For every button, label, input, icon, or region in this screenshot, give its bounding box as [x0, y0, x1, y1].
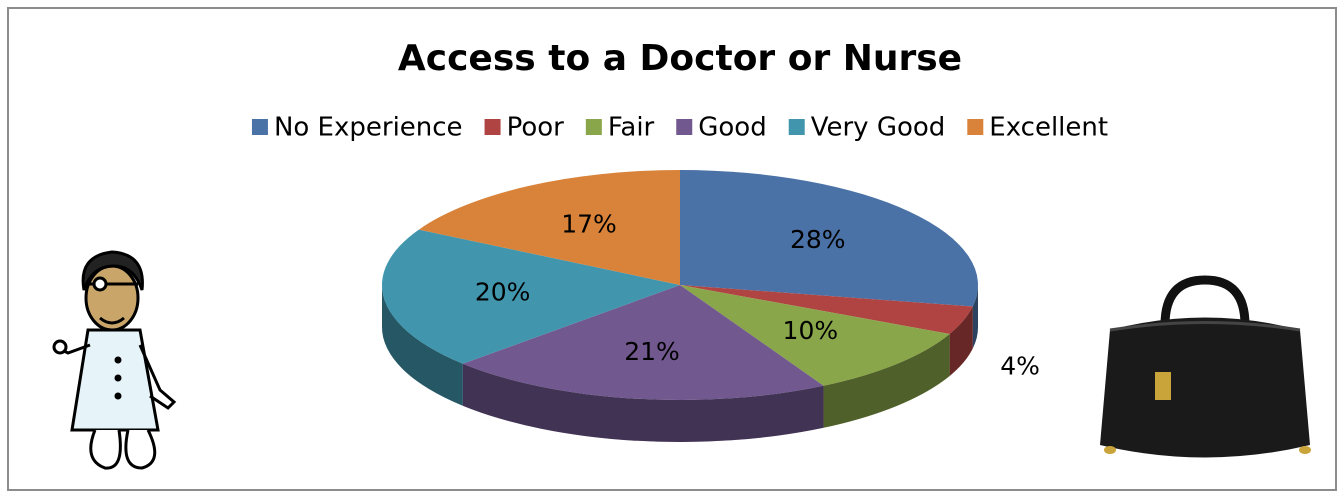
- slice: [680, 170, 978, 307]
- legend-label: Very Good: [811, 113, 946, 143]
- slice-side: [462, 363, 824, 443]
- legend: No Experience Poor Fair Good Very Good Excell…: [251, 113, 1108, 143]
- legend-swatch: [251, 119, 268, 135]
- legend-swatch: [676, 119, 693, 135]
- data-label: 17%: [561, 210, 617, 239]
- legend-swatch: [585, 119, 602, 135]
- slice-side: [972, 285, 978, 349]
- legend-label: Good: [698, 113, 766, 143]
- data-label: 21%: [624, 337, 680, 366]
- legend-swatch: [788, 119, 805, 135]
- legend-label: No Experience: [274, 113, 463, 143]
- slice-side-shade: [949, 306, 973, 376]
- slice-side-shade: [972, 285, 978, 349]
- doctor-illustration: [52, 250, 177, 470]
- slice-side: [382, 285, 463, 406]
- data-label: 10%: [783, 316, 839, 345]
- slice: [680, 285, 950, 386]
- legend-label: Excellent: [989, 113, 1108, 143]
- data-label: 20%: [475, 278, 531, 307]
- slice: [381, 229, 680, 364]
- legend-swatch: [967, 119, 984, 135]
- chart-title: Access to a Doctor or Nurse: [398, 38, 962, 79]
- legend-swatch: [484, 119, 501, 135]
- legend-label: Fair: [608, 113, 655, 143]
- slice-side-shade: [823, 333, 950, 428]
- slice-side-shade: [382, 285, 463, 406]
- pie: 28% 4% 10% 21% 20% 17%: [381, 170, 1040, 443]
- slice: [418, 170, 680, 285]
- bag-illustration: [1100, 275, 1311, 458]
- legend-label: Poor: [507, 113, 565, 143]
- slice: [462, 285, 824, 400]
- slice-side-shade: [462, 363, 824, 443]
- slice: [680, 285, 973, 334]
- slice-side: [949, 306, 973, 376]
- data-label: 28%: [790, 225, 846, 254]
- data-label: 4%: [1000, 352, 1040, 381]
- slice-side: [823, 333, 950, 428]
